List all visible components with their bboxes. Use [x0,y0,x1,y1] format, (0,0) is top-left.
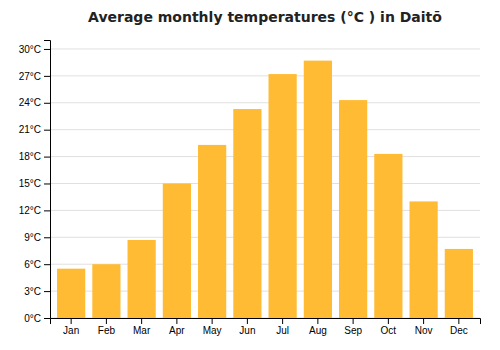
x-tick-label: Mar [133,325,151,336]
y-tick-mark [44,157,50,158]
y-tick-label: 27°C [19,71,41,82]
bar [339,100,367,318]
x-tick: May [203,318,222,336]
x-tick: Jan [63,318,79,336]
y-tick-label: 6°C [24,259,41,270]
y-tick-mark [44,130,50,131]
x-tick: Feb [98,318,116,336]
x-tick: Jul [276,318,289,336]
y-tick: 27°C [19,71,50,82]
x-tick: Dec [450,318,468,336]
x-tick: Aug [309,318,327,336]
x-tick-mark [282,318,283,324]
bar [445,249,473,318]
y-tick-label: 3°C [24,286,41,297]
x-tick-label: Dec [450,325,468,336]
x-tick: Mar [133,318,151,336]
x-tick-label: Aug [309,325,327,336]
y-tick-label: 24°C [19,97,41,108]
x-tick-mark [106,318,107,324]
y-tick-mark [44,76,50,77]
y-tick: 9°C [24,232,50,243]
bar [410,201,438,318]
y-tick: 12°C [19,205,50,216]
x-tick-label: Sep [344,325,362,336]
y-tick: 0°C [24,313,50,324]
x-tick-mark [458,318,459,324]
grid-line [50,156,480,157]
y-tick-mark [44,318,50,319]
x-tick: Nov [415,318,433,336]
y-tick-label: 18°C [19,151,41,162]
bar [92,264,120,318]
x-tick: Oct [381,318,397,336]
y-tick-mark [44,264,50,265]
bar [163,183,191,318]
y-tick-mark [44,183,50,184]
x-tick-mark [388,318,389,324]
y-axis-line [44,41,51,319]
y-tick: 18°C [19,151,50,162]
y-tick-mark [44,291,50,292]
grid-line [50,48,480,49]
y-tick-mark [44,237,50,238]
x-tick-mark [176,318,177,324]
y-tick: 21°C [19,124,50,135]
x-tick-label: May [203,325,222,336]
x-axis-line [51,319,481,325]
y-tick-mark [44,49,50,50]
grid [50,49,480,318]
x-tick-label: Jun [239,325,255,336]
x-tick-mark [141,318,142,324]
y-tick: 30°C [19,44,50,55]
x-tick-label: Jan [63,325,79,336]
x-tick-label: Feb [98,325,116,336]
x-tick-mark [423,318,424,324]
bar [304,61,332,318]
x-tick: Jun [239,318,255,336]
y-tick-mark [44,210,50,211]
x-tick-mark [247,318,248,324]
x-tick: Apr [169,318,185,336]
y-tick: 15°C [19,178,50,189]
y-axis: 0°C 3°C 6°C 9°C 12°C 15°C 18°C 21°C 24°C 27°C 30°C [19,41,51,324]
bar [269,74,297,318]
x-tick-mark [353,318,354,324]
chart-title: Average monthly temperatures (°C ) in Da… [88,9,442,25]
y-tick-label: 0°C [24,313,41,324]
y-tick-mark [44,103,50,104]
chart: Average monthly temperatures (°C ) in Da… [0,0,500,350]
bar [374,154,402,318]
bar [198,145,226,318]
y-tick-label: 15°C [19,178,41,189]
x-tick-mark [71,318,72,324]
y-tick-label: 12°C [19,205,41,216]
y-tick-label: 9°C [24,232,41,243]
x-tick-label: Apr [169,325,185,336]
grid-line [50,102,480,103]
bar [233,109,261,318]
bar [128,240,156,318]
y-tick-label: 21°C [19,124,41,135]
x-tick-mark [212,318,213,324]
grid-line [50,183,480,184]
x-tick-label: Jul [276,325,289,336]
y-tick: 24°C [19,97,50,108]
bars [57,61,473,318]
grid-line [50,75,480,76]
x-axis: Jan Feb Mar Apr May Jun Jul Aug Sep Oct Nov Dec [51,318,481,336]
x-tick-label: Oct [381,325,397,336]
bar [57,269,85,318]
y-tick: 3°C [24,286,50,297]
x-tick-label: Nov [415,325,433,336]
y-tick-label: 30°C [19,44,41,55]
x-tick-mark [317,318,318,324]
x-tick: Sep [344,318,362,336]
y-tick: 6°C [24,259,50,270]
grid-line [50,129,480,130]
